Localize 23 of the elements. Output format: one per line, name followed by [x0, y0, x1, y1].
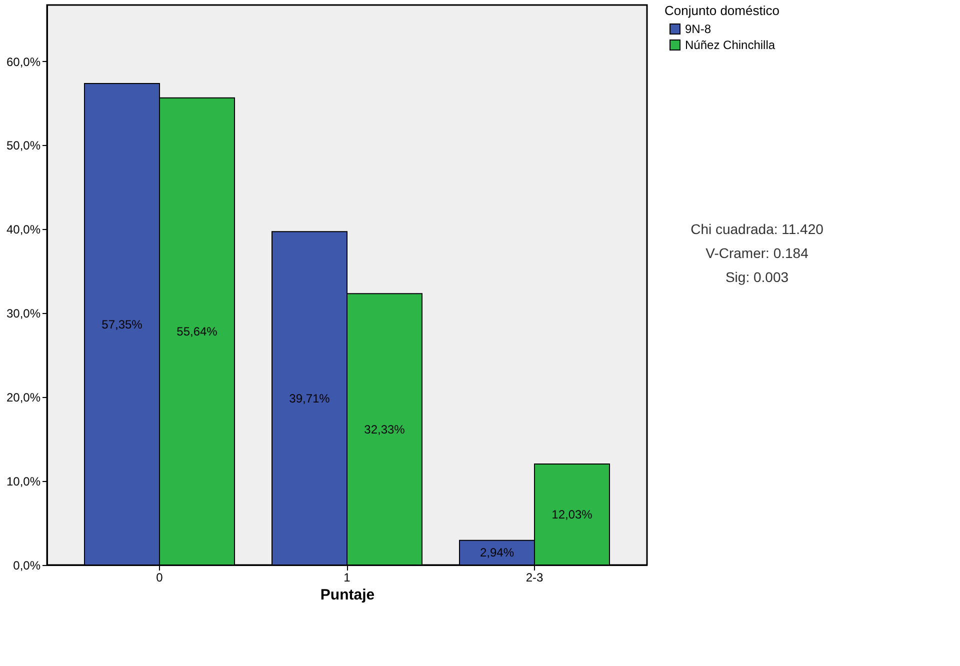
data-label: 32,33% — [364, 422, 406, 436]
data-label: 57,35% — [102, 317, 143, 332]
legend-title: Conjunto doméstico — [664, 3, 780, 18]
legend-label: 9N-8 — [685, 22, 712, 36]
y-tick-label: 50,0% — [6, 138, 41, 153]
y-tick-label: 30,0% — [6, 306, 41, 321]
y-tick-label: 60,0% — [6, 54, 41, 69]
y-tick-label: 10,0% — [6, 474, 41, 489]
text: V-Cramer: 0.184 — [706, 245, 809, 261]
data-label: 55,64% — [176, 324, 218, 338]
text: Chi cuadrada: 11.420 — [690, 221, 824, 237]
x-tick-label: 1 — [344, 570, 351, 584]
y-tick-label: 0,0% — [13, 558, 41, 572]
data-label: 39,71% — [289, 391, 330, 406]
text: Sig: 0.003 — [725, 269, 789, 285]
y-tick-label: 20,0% — [6, 390, 41, 405]
data-label: 2,94% — [480, 546, 514, 560]
legend-label: Núñez Chinchilla — [685, 38, 776, 52]
y-tick-label: 40,0% — [6, 222, 41, 237]
x-axis-title: Puntaje — [320, 586, 375, 604]
data-label: 12,03% — [552, 508, 593, 522]
x-tick-label: 2-3 — [526, 570, 544, 584]
x-tick-label: 0 — [156, 570, 164, 584]
